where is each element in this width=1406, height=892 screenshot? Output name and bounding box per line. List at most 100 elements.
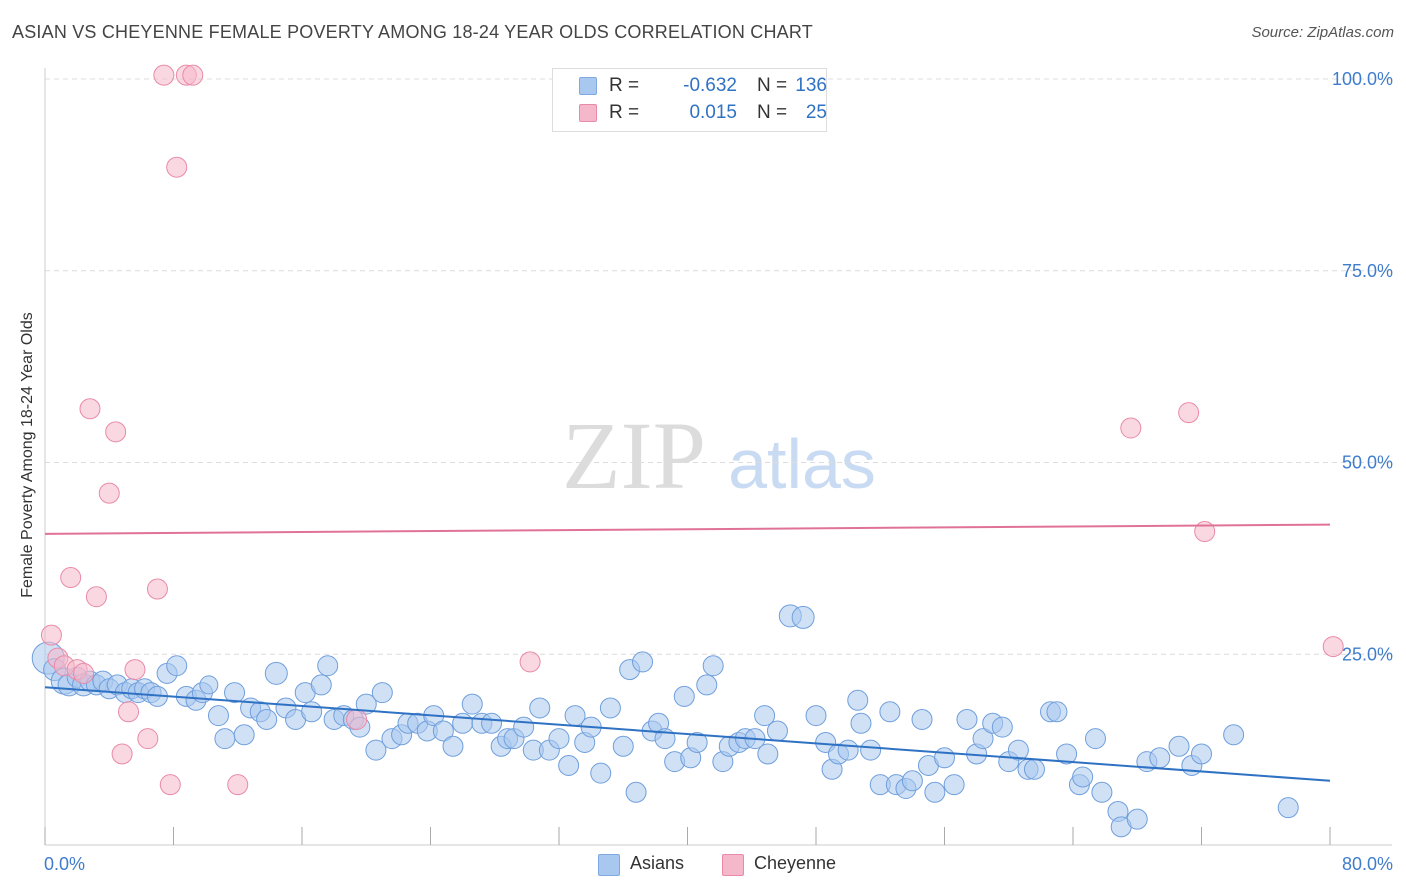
asians-point-68 [590, 762, 612, 784]
cheyenne-point-0 [40, 624, 62, 646]
asians-point-26 [233, 724, 255, 746]
x-tick-label-0: 0.0% [44, 854, 85, 874]
asians-point-115 [991, 716, 1013, 738]
cheyenne-swatch [579, 104, 597, 122]
y-tick-label-25: 25.0% [1342, 644, 1393, 664]
asians-point-132 [1168, 735, 1190, 757]
cheyenne-point-22 [519, 651, 541, 673]
asians-point-41 [355, 693, 377, 715]
source-label: Source: ZipAtlas.com [1251, 24, 1394, 41]
cheyenne-point-5 [73, 662, 95, 684]
asians-point-89 [757, 743, 779, 765]
cheyenne-point-12 [124, 659, 146, 681]
asians-point-121 [1046, 701, 1068, 723]
tick-labels: 25.0% 50.0% 75.0% 100.0% 0.0% 80.0% [44, 69, 1393, 874]
asians-point-61 [529, 697, 551, 719]
y-tick-label-75: 75.0% [1342, 261, 1393, 281]
asians-point-35 [310, 674, 332, 696]
asians-point-105 [901, 770, 923, 792]
asians-point-24 [214, 728, 236, 750]
axes [44, 68, 1392, 846]
asians-point-126 [1091, 781, 1113, 803]
r-label: R = [609, 75, 640, 96]
asians-point-117 [1007, 739, 1029, 761]
asians-point-59 [513, 716, 535, 738]
cheyenne-point-17 [166, 156, 188, 178]
cheyenne-point-10 [111, 743, 133, 765]
asians-point-97 [837, 739, 859, 761]
asians-point-135 [1223, 724, 1245, 746]
cheyenne-point-14 [146, 578, 168, 600]
watermark-zip: ZIP [562, 402, 706, 509]
asians-point-81 [696, 674, 718, 696]
cheyenne-point-6 [79, 398, 101, 420]
trend-lines [44, 523, 1331, 782]
cheyenne-point-26 [1322, 636, 1344, 658]
chart-title: ASIAN VS CHEYENNE FEMALE POVERTY AMONG 1… [12, 22, 813, 42]
cheyenne-trend-line [44, 523, 1331, 535]
asians-point-73 [632, 651, 654, 673]
cheyenne-point-9 [105, 421, 127, 443]
asians-point-99 [850, 712, 872, 734]
asians-point-108 [924, 781, 946, 803]
cheyenne-point-15 [153, 64, 175, 86]
asians-point-102 [879, 701, 901, 723]
asians-point-43 [371, 682, 393, 704]
n-value: 25 [805, 102, 827, 123]
asians-point-80 [686, 731, 708, 753]
asians-point-98 [847, 689, 869, 711]
x-tick-label-80: 80.0% [1342, 854, 1393, 874]
r-label: R = [609, 102, 640, 123]
asians-point-90 [766, 720, 788, 742]
asians-point-136 [1277, 797, 1299, 819]
legend-asians-label: Asians [630, 853, 685, 873]
asians-point-131 [1149, 747, 1171, 769]
asians-point-50 [432, 720, 454, 742]
asians-point-134 [1191, 743, 1212, 765]
cheyenne-point-11 [118, 701, 140, 723]
watermark-atlas: atlas [728, 425, 876, 503]
asians-point-100 [860, 739, 882, 761]
asians-point-109 [934, 747, 955, 769]
stats-box: R = -0.632 N = 136 R = 0.015 N = 25 [552, 68, 827, 132]
asians-point-70 [612, 735, 634, 757]
asians-point-124 [1072, 766, 1094, 788]
cheyenne-point-16 [159, 774, 181, 796]
asians-point-69 [599, 697, 621, 719]
legend-asians-swatch [598, 854, 620, 876]
asians-point-106 [911, 708, 933, 730]
asians-point-125 [1084, 728, 1106, 750]
asians-point-23 [207, 705, 229, 727]
asians-point-129 [1126, 808, 1148, 830]
r-value: -0.632 [683, 75, 737, 96]
asians-point-25 [224, 682, 246, 704]
asians-point-34 [301, 701, 323, 723]
asians-point-111 [956, 708, 978, 730]
asians-point-78 [673, 685, 695, 707]
asians-point-64 [558, 754, 580, 776]
cheyenne-point-20 [227, 774, 249, 796]
cheyenne-point-3 [60, 567, 82, 589]
cheyenne-point-13 [137, 728, 159, 750]
n-label: N = [757, 102, 788, 123]
asians-point-88 [754, 705, 776, 727]
asians-point-63 [548, 728, 570, 750]
cheyenne-point-7 [85, 586, 107, 608]
asians-point-42 [365, 739, 387, 761]
asians-point-22 [199, 675, 219, 695]
y-tick-label-50: 50.0% [1342, 453, 1393, 473]
watermark: ZIP atlas [562, 402, 876, 509]
asians-point-55 [481, 712, 503, 734]
legend-cheyenne-swatch [722, 854, 744, 876]
asians-point-51 [442, 735, 464, 757]
asians-point-18 [166, 655, 188, 677]
asians-point-119 [1023, 758, 1045, 780]
n-value: 136 [795, 75, 827, 96]
cheyenne-point-21 [346, 708, 368, 730]
asians-point-93 [805, 705, 827, 727]
r-value: 0.015 [689, 102, 737, 123]
cheyenne-point-19 [182, 64, 204, 86]
asians-point-113 [972, 728, 994, 750]
n-label: N = [757, 75, 788, 96]
